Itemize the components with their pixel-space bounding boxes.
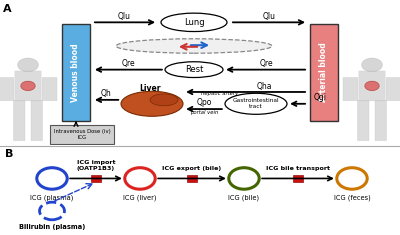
Text: Intravenous Dose (iv)
ICG: Intravenous Dose (iv) ICG	[54, 129, 110, 140]
FancyBboxPatch shape	[42, 77, 57, 101]
Text: ICG bile transport: ICG bile transport	[266, 165, 330, 171]
Text: Lung: Lung	[184, 18, 204, 27]
Text: B: B	[5, 149, 13, 159]
Text: ICG (feces): ICG (feces)	[334, 195, 370, 201]
Circle shape	[229, 168, 259, 189]
Ellipse shape	[150, 94, 178, 106]
FancyBboxPatch shape	[50, 125, 114, 144]
Text: Qre: Qre	[121, 59, 135, 68]
FancyBboxPatch shape	[31, 101, 42, 141]
Text: Qre: Qre	[259, 59, 273, 68]
Text: ICG (plasma): ICG (plasma)	[30, 195, 74, 201]
Circle shape	[125, 168, 155, 189]
Text: Qha: Qha	[256, 82, 272, 91]
Text: ICG export (bile): ICG export (bile)	[162, 165, 222, 171]
Text: hepatic artery: hepatic artery	[202, 91, 238, 96]
Text: Qpo: Qpo	[196, 98, 212, 107]
Circle shape	[337, 168, 367, 189]
Circle shape	[18, 58, 38, 72]
Text: Bilirubin (plasma): Bilirubin (plasma)	[19, 224, 85, 230]
FancyBboxPatch shape	[0, 77, 14, 101]
Text: ICG import
(OATP1B3): ICG import (OATP1B3)	[77, 160, 115, 171]
Text: ICG (liver): ICG (liver)	[123, 195, 157, 201]
Bar	[187, 175, 197, 182]
Ellipse shape	[21, 81, 35, 91]
Ellipse shape	[116, 39, 272, 53]
Ellipse shape	[225, 93, 287, 114]
Ellipse shape	[165, 62, 223, 78]
Text: Rest: Rest	[185, 65, 203, 74]
Text: Venous blood: Venous blood	[72, 43, 80, 102]
FancyBboxPatch shape	[310, 24, 338, 121]
FancyBboxPatch shape	[386, 77, 400, 101]
Text: portal vein: portal vein	[190, 110, 218, 114]
Bar	[91, 175, 101, 182]
FancyBboxPatch shape	[358, 101, 369, 141]
Ellipse shape	[121, 91, 183, 116]
Ellipse shape	[365, 81, 379, 91]
Text: Qh: Qh	[101, 89, 111, 98]
Text: Qlu: Qlu	[118, 12, 130, 21]
Text: Liver: Liver	[139, 83, 161, 93]
Bar	[293, 175, 303, 182]
FancyBboxPatch shape	[15, 71, 41, 101]
Text: Qlu: Qlu	[262, 12, 275, 21]
Text: ICG (bile): ICG (bile)	[228, 195, 260, 201]
Circle shape	[40, 202, 64, 220]
Text: A: A	[3, 4, 12, 14]
FancyBboxPatch shape	[359, 71, 385, 101]
Text: Gastrointestinal
tract: Gastrointestinal tract	[233, 98, 279, 109]
FancyBboxPatch shape	[375, 101, 386, 141]
Text: Qgi: Qgi	[314, 93, 327, 102]
Circle shape	[37, 168, 67, 189]
FancyBboxPatch shape	[343, 77, 358, 101]
Circle shape	[362, 58, 382, 72]
Ellipse shape	[161, 13, 227, 31]
FancyBboxPatch shape	[13, 101, 25, 141]
FancyBboxPatch shape	[62, 24, 90, 121]
Text: Arterial blood: Arterial blood	[320, 42, 328, 102]
